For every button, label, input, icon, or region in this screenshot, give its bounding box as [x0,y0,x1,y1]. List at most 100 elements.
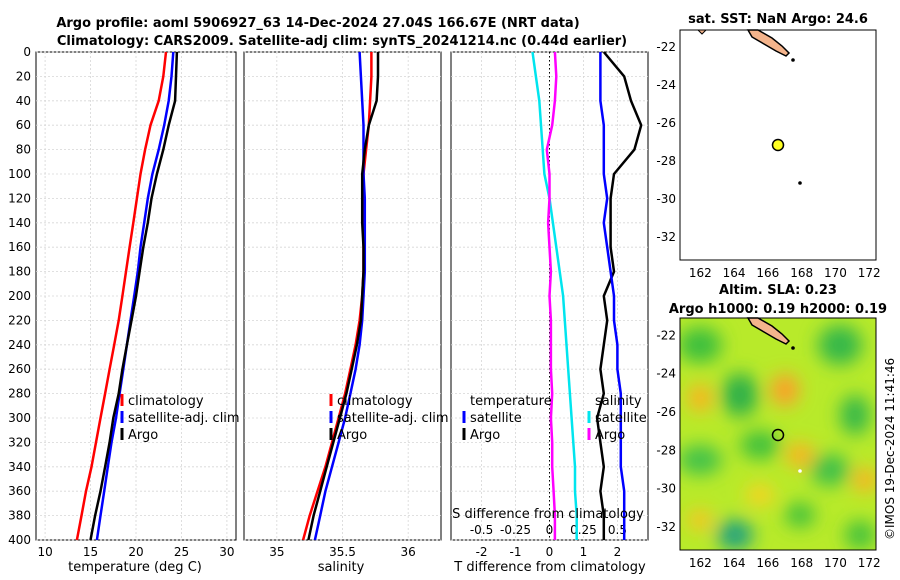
island-marker [791,346,795,350]
sla-low-blob [840,395,870,435]
map-lat-tick-label: -30 [656,482,676,496]
depth-tick-label: 80 [16,143,31,157]
x-tick-label: 25 [174,545,189,559]
difference-xlabel: T difference from climatology [453,560,646,575]
sla-low-blob [845,521,875,549]
sst-map: sat. SST: NaN Argo: 24.6 162 164 166 168 170… [656,12,880,280]
map-lon-tick-label: 170 [824,556,847,570]
series-line-satellite-adj-clim [95,51,175,541]
legend-label-climatology: climatology [337,394,413,409]
temperature-legend: climatology satellite-adj. clim Argo [120,394,240,443]
depth-tick-label: 20 [16,69,31,83]
sla-low-blob [722,373,758,417]
sla-heatmap [680,318,876,550]
depth-tick-label: 340 [8,460,31,474]
depth-tick-label: 160 [8,240,31,254]
series-line-temperature-satellite-blue- [599,52,626,540]
tick-layer: 0204060801001201401601802002202402602803… [8,45,627,559]
legend-label-satellite: satellite [470,411,522,426]
map-lat-tick-label: -28 [656,154,676,168]
depth-tick-label: 240 [8,338,31,352]
sla-map: Altim. SLA: 0.23 Argo h1000: 0.19 h2000:… [656,283,887,570]
salinity-legend: climatology satellite-adj. clim Argo [329,394,449,443]
sla-low-blob [680,327,722,363]
depth-tick-label: 300 [8,411,31,425]
figure-title-line2: Climatology: CARS2009. Satellite-adj cli… [57,34,627,49]
island-marker [791,58,795,62]
depth-tick-label: 220 [8,313,31,327]
legend-title-salinity: salinity [595,394,642,409]
legend-label-satellite: satellite-adj. clim [128,411,240,426]
legend-label-argo: Argo [595,428,625,443]
map-lon-tick-label: 162 [689,556,712,570]
sla-map-title-line1: Altim. SLA: 0.23 [719,283,837,298]
sla-high-blob [771,374,799,406]
legend-title-temperature: temperature [470,394,552,409]
map-lon-tick-label: 168 [790,266,813,280]
x-tick-label: -2 [476,545,488,559]
legend-label-argo: Argo [337,428,367,443]
sla-map-title-line2: Argo h1000: 0.19 h2000: 0.19 [669,302,887,317]
sla-high-blob [853,468,876,492]
island-marker [798,181,802,185]
x-tick-label: 35 [269,545,284,559]
map-lat-tick-label: -32 [656,520,676,534]
x-tick-label: 20 [128,545,143,559]
depth-tick-label: 320 [8,435,31,449]
island-landmass [696,29,708,35]
depth-tick-label: 60 [16,118,31,132]
sla-blobs [680,325,876,550]
depth-tick-label: 280 [8,387,31,401]
difference-legend-salinity: salinity satellite Argo [587,394,647,443]
sst-map-ticks: 162 164 166 168 170 172 -22 -24 -26 -28 -30 -32 [656,40,880,280]
map-lat-tick-label: -26 [656,405,676,419]
map-lat-tick-label: -26 [656,116,676,130]
series-line-climatology [75,51,168,541]
figure-title-line1: Argo profile: aoml 5906927_63 14-Dec-202… [56,16,579,31]
top-axis-tick-label: 0.25 [570,523,597,537]
map-lat-tick-label: -24 [656,78,676,92]
timestamp-label: ©IMOS 19-Dec-2024 11:41:46 [883,358,897,540]
map-lon-tick-label: 164 [723,556,746,570]
argo-float-location-marker [771,138,785,152]
map-lon-tick-label: 172 [858,266,881,280]
x-tick-label: 30 [219,545,234,559]
sla-map-ticks: 162 164 166 168 170 172 -22 -24 -26 -28 -30 -32 [656,328,880,570]
map-lon-tick-label: 162 [689,266,712,280]
series-line-argo [89,51,179,541]
x-tick-label: 35.5 [329,545,356,559]
difference-legend-temperature: temperature satellite Argo [462,394,552,443]
map-lat-tick-label: -22 [656,328,676,342]
depth-tick-label: 380 [8,509,31,523]
sla-low-blob [717,520,753,550]
legend-label-climatology: climatology [128,394,204,409]
argo-float-location-marker [771,428,785,442]
x-tick-label: 36 [401,545,416,559]
map-lat-tick-label: -22 [656,40,676,54]
series-line-satellite-adj-clim [313,51,367,541]
island-marker [798,469,802,473]
map-lat-tick-label: -30 [656,192,676,206]
top-axis-tick-label: 0 [546,523,554,537]
x-tick-label: 2 [614,545,622,559]
legend-label-argo: Argo [470,428,500,443]
sst-map-title: sat. SST: NaN Argo: 24.6 [688,12,868,27]
depth-tick-label: 360 [8,484,31,498]
depth-tick-label: 120 [8,191,31,205]
sla-low-blob [810,454,850,486]
depth-tick-label: 40 [16,94,31,108]
map-lon-tick-label: 166 [756,266,779,280]
sla-high-blob [688,510,712,530]
new-caledonia-landmass [746,317,791,345]
map-lat-tick-label: -24 [656,367,676,381]
map-lat-tick-label: -28 [656,443,676,457]
map-lon-tick-label: 166 [756,556,779,570]
sla-high-blob [746,485,774,505]
x-tick-label: -1 [510,545,522,559]
difference-top-axis-label: S difference from climatology [452,507,644,522]
new-caledonia-landmass [746,29,791,57]
legend-label-satellite: satellite-adj. clim [337,411,449,426]
top-axis-tick-label: 0.5 [608,523,627,537]
sla-low-blob [740,431,780,459]
